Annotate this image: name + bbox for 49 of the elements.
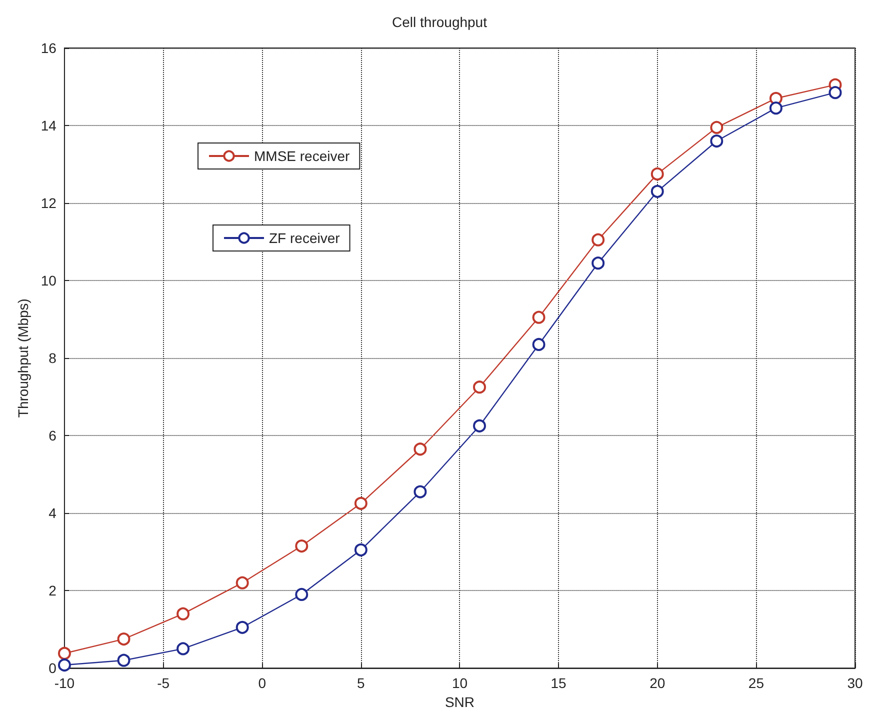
- chart-title: Cell throughput: [392, 14, 488, 30]
- y-tick-label: 10: [40, 272, 57, 289]
- x-tick-label: 10: [452, 675, 468, 692]
- y-tick-label: 4: [48, 505, 57, 522]
- point: [710, 120, 724, 134]
- x-tick-label: -5: [157, 675, 170, 692]
- legend-label: MMSE receiver: [254, 148, 350, 164]
- y-tick-label: 6: [48, 428, 57, 444]
- point: [176, 642, 190, 656]
- point: [532, 338, 546, 351]
- y-axis-title: Throughput (Mbps): [15, 298, 31, 418]
- point: [58, 646, 71, 660]
- point: [58, 658, 71, 672]
- point: [295, 540, 308, 553]
- x-tick-label: -10: [54, 675, 75, 692]
- point: [828, 86, 842, 100]
- point: [650, 167, 664, 180]
- point: [176, 607, 190, 620]
- x-tick-label: 0: [258, 675, 266, 692]
- point: [769, 102, 782, 115]
- x-axis-title: SNR: [444, 694, 475, 710]
- y-tick-label: 0: [48, 660, 57, 676]
- point: [414, 485, 427, 498]
- point: [592, 233, 605, 246]
- point: [354, 496, 368, 510]
- point: [236, 620, 249, 634]
- point: [710, 134, 724, 148]
- point: [532, 310, 546, 324]
- point: [650, 184, 664, 198]
- y-tick-label: 16: [40, 40, 57, 56]
- y-tick-label: 2: [48, 582, 57, 599]
- point: [473, 419, 486, 432]
- y-tick-label: 8: [48, 350, 57, 366]
- point: [473, 380, 486, 394]
- point: [236, 576, 249, 590]
- point: [414, 442, 427, 456]
- point: [592, 256, 605, 270]
- legend-label: ZF receiver: [269, 230, 340, 246]
- x-tick-label: 5: [357, 675, 366, 692]
- x-tick-label: 25: [748, 675, 764, 692]
- x-tick-label: 20: [650, 675, 666, 692]
- x-tick-label: 15: [550, 675, 567, 692]
- point: [295, 588, 308, 601]
- point: [354, 543, 368, 556]
- y-tick-label: 14: [40, 118, 57, 134]
- y-tick-label: 12: [40, 195, 57, 212]
- point: [117, 632, 130, 646]
- point: [117, 654, 130, 667]
- x-tick-label: 30: [847, 675, 863, 692]
